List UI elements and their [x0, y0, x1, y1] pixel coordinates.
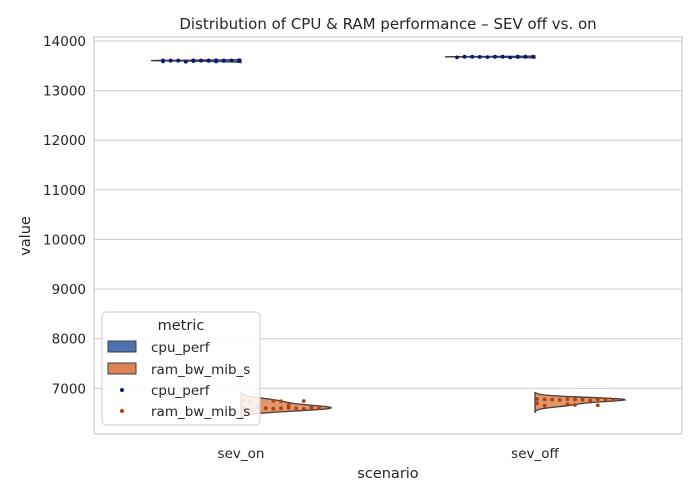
plot-frame — [93, 36, 683, 435]
point-cpu_perf-sev_off — [485, 55, 490, 60]
y-tick-label: 9000 — [52, 282, 86, 298]
legend-marker-cpu-perf — [120, 388, 124, 392]
point-cpu_perf-sev_on — [161, 58, 165, 63]
legend-frame — [101, 311, 261, 426]
x-tick-label: sev_on — [218, 446, 265, 462]
point-cpu_perf-sev_off — [531, 54, 535, 59]
point-ram_bw_mib_s-sev_off — [595, 397, 600, 402]
violin-cpu_perf-sev_on — [150, 58, 242, 64]
point-cpu_perf-sev_on — [206, 58, 211, 63]
legend-label-ram-bw-points: ram_bw_mib_s — [151, 404, 250, 420]
point-ram_bw_mib_s-sev_on — [279, 399, 283, 404]
point-cpu_perf-sev_on — [183, 59, 188, 64]
point-cpu_perf-sev_off — [462, 54, 467, 59]
y-tick-labels: 7000 8000 9000 10000 11000 12000 13000 14000 — [43, 34, 86, 397]
point-ram_bw_mib_s-sev_off — [603, 397, 608, 402]
point-cpu_perf-sev_off — [493, 54, 497, 59]
point-ram_bw_mib_s-sev_off — [565, 397, 570, 402]
point-ram_bw_mib_s-sev_on — [286, 403, 291, 408]
point-cpu_perf-sev_off — [470, 54, 475, 59]
point-cpu_perf-sev_on — [199, 58, 203, 63]
y-tick-label: 14000 — [43, 34, 86, 50]
point-ram_bw_mib_s-sev_on — [301, 399, 306, 403]
legend-label-ram-bw: ram_bw_mib_s — [151, 362, 250, 378]
point-ram_bw_mib_s-sev_off — [550, 397, 555, 402]
point-ram_bw_mib_s-sev_off — [580, 397, 585, 402]
point-cpu_perf-sev_on — [176, 58, 181, 63]
y-tick-label: 13000 — [43, 84, 86, 100]
point-ram_bw_mib_s-sev_off — [565, 402, 570, 407]
point-ram_bw_mib_s-sev_on — [263, 406, 268, 411]
point-cpu_perf-sev_on — [229, 58, 234, 63]
point-cpu_perf-sev_on — [191, 58, 196, 63]
point-ram_bw_mib_s-sev_on — [271, 406, 276, 411]
point-ram_bw_mib_s-sev_off — [535, 401, 539, 406]
x-tick-labels: sev_on sev_off — [218, 446, 560, 462]
point-ram_bw_mib_s-sev_off — [573, 403, 577, 407]
point-ram_bw_mib_s-sev_off — [595, 403, 600, 408]
y-axis-label: value — [18, 216, 34, 256]
point-ram_bw_mib_s-sev_off — [557, 398, 562, 402]
point-cpu_perf-sev_on — [221, 58, 226, 63]
x-tick-label: sev_off — [511, 446, 559, 462]
point-ram_bw_mib_s-sev_on — [301, 407, 306, 411]
legend-label-cpu-perf-points: cpu_perf — [151, 383, 211, 399]
gridlines — [94, 40, 682, 389]
point-ram_bw_mib_s-sev_on — [309, 405, 314, 410]
y-tick-label: 11000 — [43, 183, 86, 199]
point-cpu_perf-sev_off — [500, 54, 505, 59]
point-cpu_perf-sev_off — [477, 55, 482, 59]
legend-swatch-ram-bw — [107, 362, 137, 375]
point-ram_bw_mib_s-sev_off — [542, 403, 547, 408]
chart-title: Distribution of CPU & RAM performance – … — [179, 15, 596, 33]
y-tick-label: 7000 — [52, 381, 86, 397]
legend-marker-ram-bw — [120, 409, 124, 413]
point-cpu_perf-sev_on — [214, 58, 219, 63]
x-axis-label: scenario — [357, 466, 419, 482]
y-tick-label: 12000 — [43, 133, 86, 149]
point-ram_bw_mib_s-sev_on — [279, 406, 283, 411]
point-cpu_perf-sev_off — [508, 55, 513, 60]
point-ram_bw_mib_s-sev_on — [317, 406, 321, 410]
point-ram_bw_mib_s-sev_on — [271, 398, 276, 403]
y-tick-label: 8000 — [52, 332, 86, 348]
violin-ram_bw_mib_s-sev_off — [534, 391, 627, 413]
point-cpu_perf-sev_off — [455, 55, 459, 60]
point-cpu_perf-sev_off — [515, 54, 520, 59]
legend-label-cpu-perf: cpu_perf — [151, 340, 211, 356]
legend-title: metric — [158, 318, 205, 334]
point-ram_bw_mib_s-sev_off — [573, 397, 577, 402]
y-tick-label: 10000 — [43, 232, 86, 248]
point-cpu_perf-sev_off — [523, 54, 528, 59]
point-cpu_perf-sev_on — [237, 59, 241, 63]
point-ram_bw_mib_s-sev_off — [542, 397, 547, 402]
point-cpu_perf-sev_on — [168, 58, 173, 63]
legend: metric cpu_perf ram_bw_mib_s cpu_perf ra… — [101, 311, 261, 426]
point-ram_bw_mib_s-sev_off — [588, 398, 593, 403]
point-ram_bw_mib_s-sev_off — [535, 397, 539, 401]
legend-swatch-cpu-perf — [107, 340, 137, 353]
point-ram_bw_mib_s-sev_on — [294, 406, 299, 411]
data-points — [161, 54, 615, 413]
point-ram_bw_mib_s-sev_off — [611, 397, 615, 402]
violins — [150, 55, 627, 420]
